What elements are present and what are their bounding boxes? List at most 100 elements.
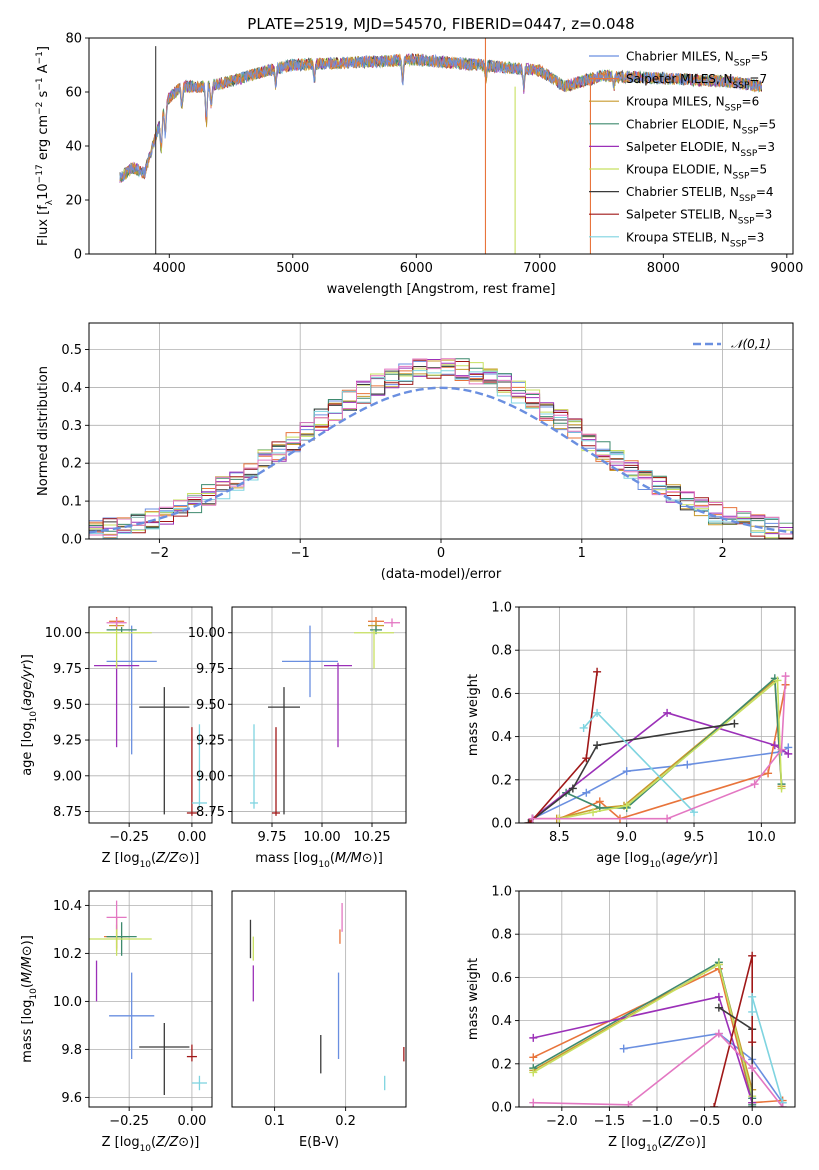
y-axis-label-part: ] xyxy=(36,46,51,51)
weight-series-marker xyxy=(593,667,602,676)
y-tick-label: 0.0 xyxy=(61,533,82,548)
weight-series-marker xyxy=(663,814,672,823)
x-axis-label-part: Z/Z⊙ xyxy=(155,851,189,866)
legend-label-part: Chabrier MILES, N xyxy=(626,50,734,64)
weight-series-marker xyxy=(773,676,782,685)
weight-series-marker xyxy=(770,741,779,750)
y-axis-label-part: 10 xyxy=(36,183,51,200)
x-tick-label: 5000 xyxy=(276,261,309,276)
weight-series-marker xyxy=(524,819,533,823)
y-tick-label: 8.75 xyxy=(53,805,82,820)
weight-series-marker xyxy=(589,808,598,817)
legend-label-part: =5 xyxy=(758,117,776,131)
weight-series-marker xyxy=(764,769,773,778)
y-axis-label-part: λ xyxy=(45,199,55,205)
x-tick-label: 9.75 xyxy=(258,830,287,845)
x-axis-label-part: ( xyxy=(330,851,335,866)
y-tick-label: 0.4 xyxy=(491,1014,512,1029)
y-axis-label: mass [log10(M/M⊙)] xyxy=(20,935,39,1063)
error-bar-point xyxy=(272,727,280,816)
x-axis-label: (data-model)/error xyxy=(381,567,502,582)
weight_vs_age-plot xyxy=(524,667,793,823)
y-tick-label: 9.8 xyxy=(61,1043,82,1058)
weight-series-marker xyxy=(690,808,699,817)
weight-series-marker xyxy=(748,1064,757,1073)
y-axis-label-part: −17 xyxy=(35,164,45,183)
error-bar-point xyxy=(106,625,157,755)
error-bar-point xyxy=(282,625,338,698)
weight-series-line xyxy=(527,722,735,823)
weight-series-marker xyxy=(683,760,692,769)
y-axis-label-part: erg cm xyxy=(36,115,51,164)
axes-frame xyxy=(88,606,213,824)
legend-label-part: SSP xyxy=(725,104,742,114)
legend-label-part: SSP xyxy=(740,149,757,159)
x-tick-label: 4000 xyxy=(153,261,186,276)
y-tick-label: 0 xyxy=(74,248,82,263)
x-tick-label: 10.25 xyxy=(353,830,390,845)
y-tick-label: 10.00 xyxy=(45,626,82,641)
x-axis-label-part: ( xyxy=(661,851,666,866)
y-tick-label: 0.1 xyxy=(61,495,82,510)
x-axis-label-part: Z [log xyxy=(102,1135,140,1150)
legend-label-part: SSP xyxy=(742,126,759,136)
x-tick-label: 6000 xyxy=(400,261,433,276)
weight-series-marker xyxy=(714,1003,723,1012)
error-bar-point xyxy=(106,627,137,633)
x-tick-label: 0.00 xyxy=(177,1114,206,1129)
y-axis-label-part: )] xyxy=(20,935,35,945)
y-axis-label-part: 10 xyxy=(29,711,39,723)
x-axis-label-part: ( xyxy=(151,1135,156,1150)
mass_vs_Z-plot xyxy=(89,900,207,1095)
error-bar-point xyxy=(106,618,127,628)
mass_vs_Z-frame: −0.25 0.009.69.810.010.210.4Z [log10(Z/Z⊙… xyxy=(20,890,213,1154)
weight_vs_Z-plot xyxy=(529,951,787,1107)
error-bar-point xyxy=(106,900,127,930)
weight-series-marker xyxy=(714,1029,723,1038)
y-axis-label-part: mass [log xyxy=(20,1000,35,1063)
age_vs_mass-axes xyxy=(232,607,406,823)
x-tick-label: −0.25 xyxy=(109,830,149,845)
weight-series-marker xyxy=(593,741,602,750)
y-tick-label: 0.2 xyxy=(61,457,82,472)
x-axis-label: age [log10(age/yr)] xyxy=(596,851,718,870)
x-axis-label: mass [log10(M/M⊙)] xyxy=(255,851,383,870)
x-tick-label: 1 xyxy=(578,546,586,561)
legend-label: 𝒩(0,1) xyxy=(731,337,771,351)
x-tick-label: 8.5 xyxy=(549,830,570,845)
weight-series-marker xyxy=(582,788,591,797)
error-bar-point xyxy=(324,662,352,748)
axes-frame xyxy=(518,606,796,824)
legend-label: Chabrier ELODIE, NSSP=5 xyxy=(626,117,776,136)
legend-label-part: Salpeter ELODIE, N xyxy=(626,140,740,154)
weight-series-marker xyxy=(528,814,537,823)
y-tick-label: 0.2 xyxy=(491,773,512,788)
x-axis-label: Z [log10(Z/Z⊙)] xyxy=(102,851,200,870)
histogram-series xyxy=(89,362,793,539)
weight-series-marker xyxy=(748,1103,757,1107)
x-axis-label-part: age/yr xyxy=(666,851,709,866)
weight-series-marker xyxy=(750,780,759,789)
weight-series-marker xyxy=(624,1100,633,1107)
weight-series-marker xyxy=(525,819,534,823)
weight-series-marker xyxy=(529,1098,538,1107)
y-axis-label-part: s xyxy=(36,90,51,101)
y-axis-label-part: −2 xyxy=(35,102,45,115)
legend-label: Kroupa STELIB, NSSP=3 xyxy=(626,230,764,249)
spectrum-frame: 4000 5000 6000 7000 8000 9000 0 20 40 60 80 PLATE=2… xyxy=(35,15,803,297)
y-tick-label: 0.4 xyxy=(491,730,512,745)
weight-series-marker xyxy=(663,708,672,717)
y-tick-label: 0.6 xyxy=(491,971,512,986)
x-tick-label: 0 xyxy=(437,546,445,561)
x-tick-label: 8000 xyxy=(647,261,680,276)
x-tick-label: −1 xyxy=(291,546,310,561)
y-axis-label-part: −1 xyxy=(35,51,45,64)
y-tick-label: 9.75 xyxy=(196,662,225,677)
y-axis-label-part: 10 xyxy=(29,988,39,1000)
chart-title: PLATE=2519, MJD=54570, FIBERID=0447, z=0… xyxy=(247,15,634,33)
y-axis-label-part: )] xyxy=(20,654,35,664)
y-tick-label: 8.75 xyxy=(196,805,225,820)
y-tick-label: 0.0 xyxy=(491,1101,512,1116)
x-tick-label: −2 xyxy=(150,546,169,561)
